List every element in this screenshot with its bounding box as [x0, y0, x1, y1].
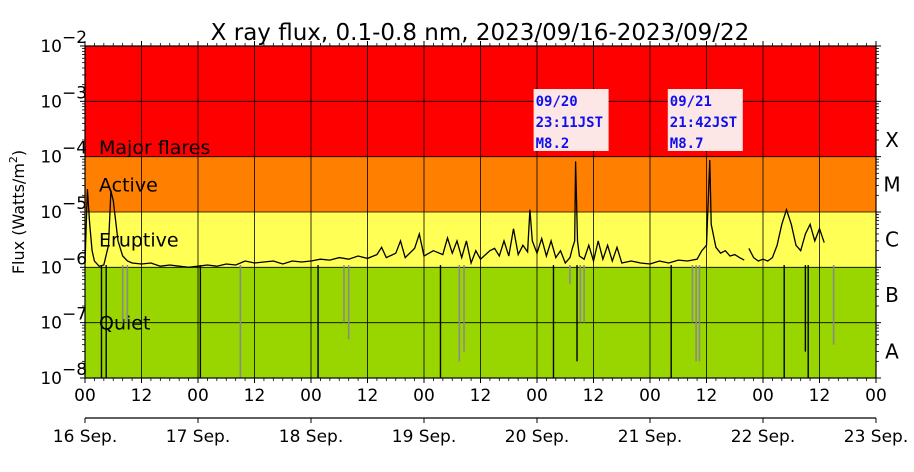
flare-class-M: M	[883, 172, 900, 196]
annotation-line-1-2: M8.7	[670, 136, 704, 152]
y-axis-label-close: )	[9, 150, 28, 156]
annotation-line-1-0: 09/21	[670, 94, 712, 110]
y-tick-label-2: 10	[40, 258, 62, 278]
date-label-0: 16 Sep.	[53, 427, 117, 447]
flux-line-0	[84, 159, 745, 268]
x-hour-label-0: 00	[74, 386, 96, 406]
x-hour-label-9: 12	[583, 386, 605, 406]
band-label-0: Major flares	[99, 137, 210, 159]
date-label-6: 22 Sep.	[731, 427, 795, 447]
y-tick-exp-3: −5	[62, 194, 87, 214]
x-hour-label-2: 00	[187, 386, 209, 406]
date-label-2: 18 Sep.	[279, 427, 343, 447]
flare-class-labels: XM C B A	[883, 128, 900, 363]
x-hour-label-1: 12	[131, 386, 153, 406]
date-label-4: 20 Sep.	[505, 427, 569, 447]
x-hour-label-4: 00	[300, 386, 322, 406]
data-dropouts	[100, 265, 835, 378]
y-tick-exp-4: −4	[62, 139, 87, 159]
band-label-2: Eruptive	[99, 230, 179, 252]
annotation-box-0	[533, 89, 609, 151]
date-label-3: 19 Sep.	[392, 427, 456, 447]
x-hour-label-6: 00	[413, 386, 435, 406]
date-label-1: 17 Sep.	[166, 427, 230, 447]
y-tick-exp-1: −7	[62, 305, 87, 325]
y-axis-label-sup: 2	[7, 156, 20, 163]
x-hour-label-12: 00	[752, 386, 774, 406]
y-tick-label-0: 10	[40, 369, 62, 389]
y-tick-exp-0: −8	[62, 360, 87, 380]
flare-class-B: B	[885, 283, 899, 307]
y-tick-label-3: 10	[40, 203, 62, 223]
annotation-line-1-1: 21:42JST	[670, 115, 737, 131]
band-label-1: Active	[99, 174, 158, 196]
x-hour-label-11: 12	[696, 386, 718, 406]
x-hour-label-10: 00	[639, 386, 661, 406]
y-tick-label-6: 10	[40, 37, 62, 57]
x-hour-label-14: 00	[865, 386, 887, 406]
band-label-3: Quiet	[99, 313, 150, 335]
date-label-5: 21 Sep.	[618, 427, 682, 447]
flare-annotations: 09/20 23:11JST M8.2 09/21 21:42JST M8.7	[533, 89, 743, 152]
y-tick-exp-6: −2	[62, 28, 87, 48]
x-hour-label-3: 12	[244, 386, 266, 406]
annotation-line-0-1: 23:11JST	[536, 115, 603, 131]
y-tick-exp-2: −6	[62, 249, 87, 269]
flare-class-A: A	[885, 339, 899, 363]
y-tick-label-1: 10	[40, 314, 62, 334]
flux-line-1	[748, 207, 825, 262]
grid-lines	[85, 46, 876, 378]
flare-class-X: X	[885, 128, 899, 152]
y-tick-exp-5: −3	[62, 83, 87, 103]
flux-series	[84, 159, 825, 268]
x-hour-label-7: 12	[470, 386, 492, 406]
annotation-line-0-2: M8.2	[536, 136, 570, 152]
x-hour-label-13: 12	[809, 386, 831, 406]
x-hour-label-5: 12	[357, 386, 379, 406]
annotation-box-1	[667, 89, 743, 151]
y-tick-label-4: 10	[40, 148, 62, 168]
flare-class-C: C	[885, 228, 899, 252]
date-label-7: 23 Sep.	[844, 427, 908, 447]
y-axis-label: Flux (Watts/m2)	[7, 150, 28, 274]
x-hour-label-8: 00	[526, 386, 548, 406]
y-tick-label-5: 10	[40, 92, 62, 112]
y-axis-label-main: Flux (Watts/m	[9, 163, 28, 274]
annotation-line-0-0: 09/20	[536, 94, 578, 110]
plot-axes: 10−810−710−610−510−410−310 −200 12 00 12 00 12…	[40, 28, 908, 447]
